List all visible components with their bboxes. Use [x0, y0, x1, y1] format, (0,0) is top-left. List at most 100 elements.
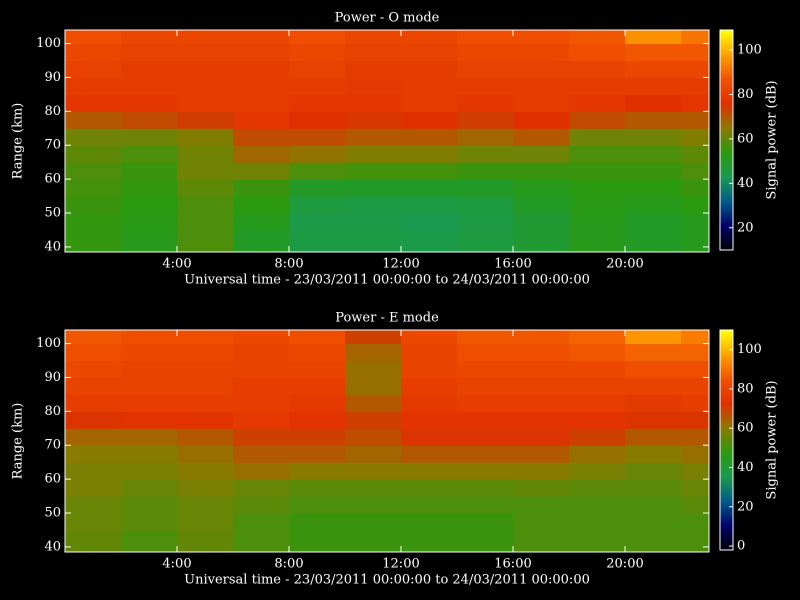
heat-cell: [65, 394, 122, 412]
y-tick-label: 100: [36, 36, 61, 51]
colorbar-segment: [720, 76, 733, 79]
heat-cell: [233, 30, 290, 45]
colorbar-tick-label: 60: [737, 421, 754, 436]
colorbar-segment: [720, 416, 733, 419]
heat-cell: [681, 30, 710, 45]
heat-cell: [401, 30, 458, 45]
heat-cell: [65, 377, 122, 395]
colorbar-segment: [720, 94, 733, 97]
colorbar-segment: [720, 38, 733, 41]
plot-frame: [64, 329, 710, 553]
heat-cell: [345, 43, 402, 62]
y-tick-label: 60: [44, 172, 61, 187]
heat-cell: [681, 462, 710, 480]
colorbar-segment: [720, 334, 733, 337]
heat-cell: [513, 496, 570, 514]
heat-cell: [233, 77, 290, 95]
colorbar-segment: [720, 460, 733, 463]
heat-cell: [457, 445, 514, 463]
colorbar-segment: [720, 138, 733, 141]
heat-cell: [457, 462, 514, 480]
heat-cell: [121, 330, 178, 345]
colorbar-segment: [720, 524, 733, 527]
heat-cell: [625, 377, 682, 395]
heat-cell: [289, 529, 346, 553]
heat-cell: [121, 162, 178, 180]
heat-cell: [513, 94, 570, 112]
heat-cell: [177, 30, 234, 45]
colorbar-segment: [720, 548, 733, 551]
heat-cell: [345, 377, 402, 395]
heat-cell: [65, 43, 122, 62]
colorbar-segment: [720, 408, 733, 411]
colorbar-segment: [720, 454, 733, 457]
heat-cell: [233, 145, 290, 163]
colorbar-segment: [720, 528, 733, 531]
colorbar-segment: [720, 450, 733, 453]
colorbar-segment: [720, 122, 733, 125]
heat-cell: [457, 179, 514, 197]
colorbar-segment: [720, 456, 733, 459]
heat-cell: [681, 343, 710, 362]
heat-cell: [177, 479, 234, 497]
colorbar-segment: [720, 382, 733, 385]
x-tick-label: 16:00: [494, 257, 531, 272]
colorbar-segment: [720, 520, 733, 523]
heat-cell: [65, 529, 122, 553]
heat-cell: [457, 330, 514, 345]
colorbar-segment: [720, 204, 733, 207]
colorbar-segment: [720, 134, 733, 137]
x-tick-label: 4:00: [162, 557, 191, 572]
colorbar-segment: [720, 110, 733, 113]
heat-cell: [625, 128, 682, 146]
colorbar-segment: [720, 234, 733, 237]
heat-cell: [65, 60, 122, 78]
colorbar-segment: [720, 48, 733, 51]
heat-cell: [65, 445, 122, 463]
colorbar-segment: [720, 484, 733, 487]
heat-cell: [625, 411, 682, 429]
heat-cell: [289, 496, 346, 514]
heat-cell: [457, 145, 514, 163]
colorbar-segment: [720, 50, 733, 53]
heat-cell: [625, 94, 682, 112]
colorbar-segment: [720, 464, 733, 467]
colorbar-segment: [720, 370, 733, 373]
colorbar-segment: [720, 488, 733, 491]
colorbar-segment: [720, 428, 733, 431]
colorbar-segment: [720, 378, 733, 381]
colorbar-segment: [720, 244, 733, 247]
colorbar-segment: [720, 66, 733, 69]
heat-cell: [569, 43, 626, 62]
heat-cell: [457, 428, 514, 446]
colorbar-segment: [720, 54, 733, 57]
heat-cell: [401, 213, 458, 231]
y-axis-label: Range (km): [11, 403, 26, 480]
colorbar-label: Signal power (dB): [765, 380, 780, 499]
heat-cell: [345, 77, 402, 95]
heat-cell: [121, 377, 178, 395]
heat-cell: [177, 445, 234, 463]
heat-cell: [177, 60, 234, 78]
heat-cell: [401, 394, 458, 412]
heat-cell: [401, 428, 458, 446]
colorbar-segment: [720, 412, 733, 415]
colorbar-segment: [720, 392, 733, 395]
colorbar-segment: [720, 152, 733, 155]
heat-cell: [65, 360, 122, 378]
heat-cell: [65, 496, 122, 514]
heat-cell: [401, 445, 458, 463]
colorbar-segment: [720, 246, 733, 249]
heat-cell: [289, 145, 346, 163]
colorbar-segment: [720, 426, 733, 429]
heat-cell: [681, 360, 710, 378]
colorbar-segment: [720, 128, 733, 131]
colorbar-segment: [720, 372, 733, 375]
heat-cell: [345, 145, 402, 163]
heat-cell: [569, 462, 626, 480]
colorbar-tick-label: 80: [737, 381, 754, 396]
heat-cell: [625, 77, 682, 95]
colorbar-segment: [720, 352, 733, 355]
colorbar-segment: [720, 106, 733, 109]
colorbar-segment: [720, 112, 733, 115]
